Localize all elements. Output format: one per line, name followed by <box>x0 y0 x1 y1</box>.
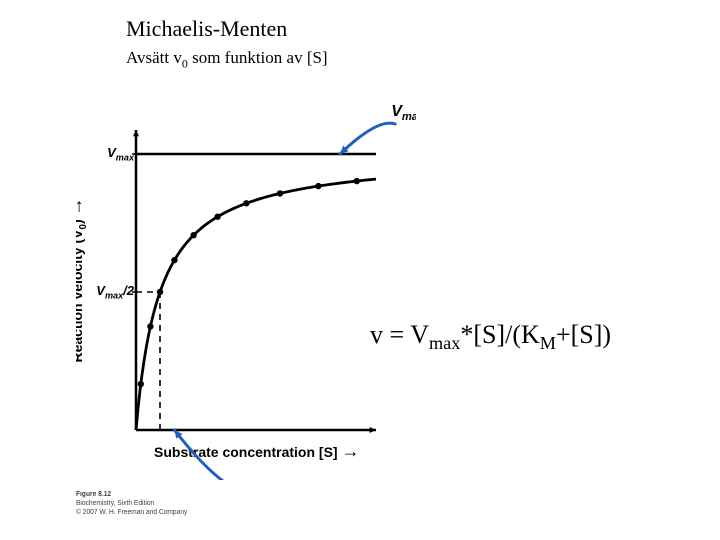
figure-credit: Figure 8.12 Biochemistry, Sixth Edition … <box>76 490 187 517</box>
credit-line: Biochemistry, Sixth Edition <box>76 499 187 508</box>
page-title: Michaelis-Menten <box>126 16 287 42</box>
equation: v = Vmax*[S]/(KM+[S]) <box>370 320 611 354</box>
chart-svg: VmaxVmax/2Reaction velocity (V0) →Substr… <box>76 100 416 480</box>
mm-chart: VmaxVmax/2Reaction velocity (V0) →Substr… <box>76 100 416 480</box>
credit-line: © 2007 W. H. Freeman and Company <box>76 508 187 517</box>
credit-line: Figure 8.12 <box>76 490 187 499</box>
page-subtitle: Avsätt v0 som funktion av [S] <box>126 48 328 71</box>
